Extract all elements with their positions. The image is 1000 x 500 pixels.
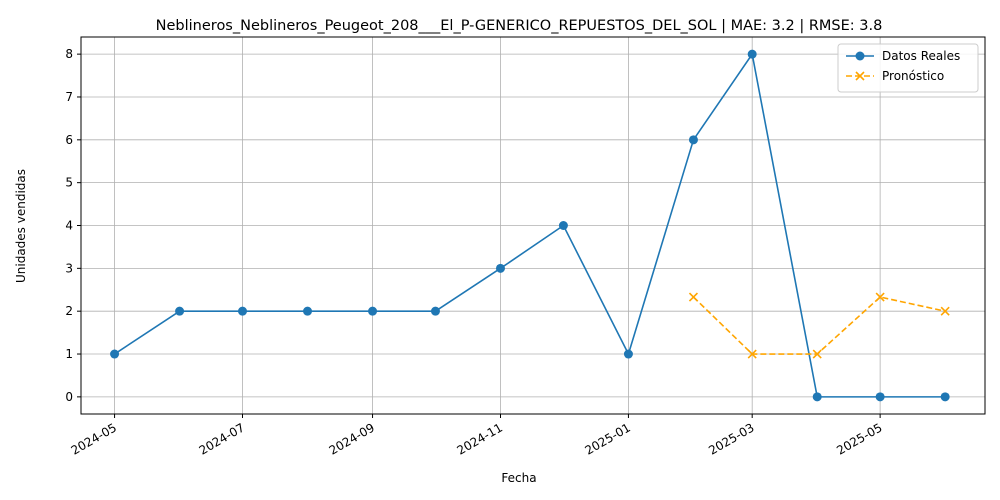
y-tick-label: 0 — [65, 390, 73, 404]
x-axis: 2024-05 2024-07 2024-09 2024-11 2025-01 2025-… — [69, 414, 885, 458]
data-point — [303, 306, 313, 316]
series — [110, 49, 950, 402]
legend-item: Datos Reales — [846, 49, 960, 63]
y-tick-label: 6 — [65, 133, 73, 147]
chart-title: Neblineros_Neblineros_Peugeot_208___El_P… — [156, 18, 883, 34]
y-axis-label: Unidades vendidas — [14, 169, 28, 283]
data-point — [812, 349, 822, 359]
series-1 — [688, 292, 950, 359]
data-point — [940, 306, 950, 316]
y-axis: 0 1 2 3 4 5 6 7 8 — [65, 47, 81, 404]
y-tick-label: 3 — [65, 261, 73, 275]
data-point — [747, 49, 757, 59]
series-line — [692, 296, 946, 355]
data-point — [688, 135, 698, 145]
y-tick-label: 5 — [65, 176, 73, 190]
y-tick-label: 4 — [65, 219, 73, 233]
data-point — [175, 306, 185, 316]
data-point — [747, 349, 757, 359]
y-tick-label: 2 — [65, 304, 73, 318]
x-axis-label: Fecha — [501, 471, 536, 485]
legend: Datos Reales Pronóstico — [837, 43, 979, 93]
legend-marker — [855, 71, 865, 81]
x-tick-label: 2025-05 — [834, 420, 884, 457]
data-point — [875, 392, 885, 402]
data-point — [368, 306, 378, 316]
y-tick-label: 1 — [65, 347, 73, 361]
data-point — [812, 392, 822, 402]
data-point — [940, 392, 950, 402]
data-point — [875, 292, 885, 302]
data-point — [688, 292, 699, 302]
data-point — [110, 349, 120, 359]
series-line — [114, 52, 946, 398]
grid — [81, 37, 985, 414]
x-tick-label: 2025-01 — [583, 420, 633, 457]
x-tick-label: 2024-11 — [455, 420, 505, 457]
y-tick-label: 7 — [65, 90, 73, 104]
data-point — [623, 349, 633, 359]
series-0 — [110, 49, 950, 402]
legend-marker — [855, 51, 865, 61]
x-tick-label: 2024-07 — [197, 420, 247, 457]
legend-label: Datos Reales — [882, 49, 960, 63]
legend-label: Pronóstico — [882, 69, 944, 83]
data-point — [430, 306, 440, 316]
x-tick-label: 2024-05 — [69, 420, 119, 457]
x-tick-label: 2024-09 — [327, 420, 377, 457]
y-tick-label: 8 — [65, 47, 73, 61]
data-point — [238, 306, 248, 316]
x-tick-label: 2025-03 — [706, 420, 756, 457]
legend-item: Pronóstico — [846, 69, 944, 83]
data-point — [558, 221, 568, 230]
data-point — [495, 263, 505, 273]
